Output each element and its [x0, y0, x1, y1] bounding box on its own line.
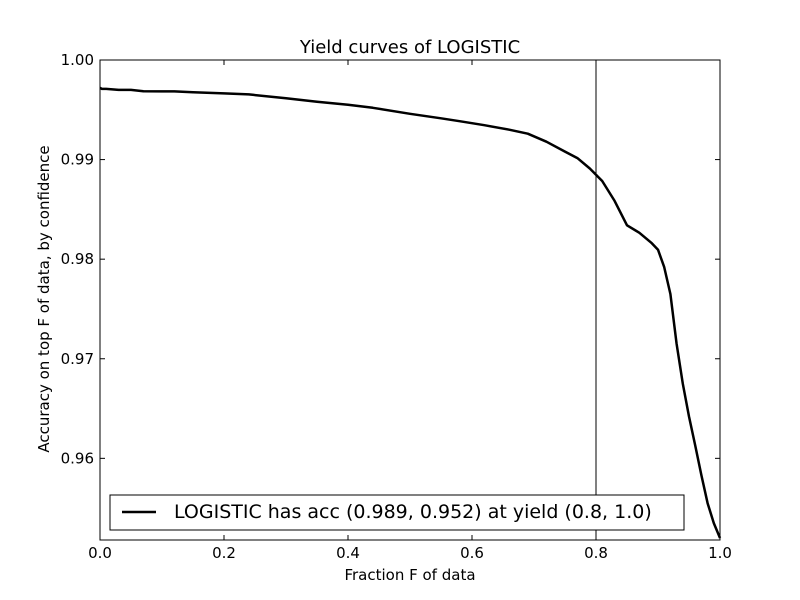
x-axis-label: Fraction F of data	[344, 566, 475, 584]
series-line-logistic	[99, 86, 722, 539]
chart-title: Yield curves of LOGISTIC	[299, 37, 520, 58]
x-tick-label: 0.2	[212, 544, 236, 562]
x-tick-label: 0.0	[88, 544, 112, 562]
y-tick-label: 0.96	[61, 449, 94, 467]
y-tick-label: 0.98	[61, 250, 94, 268]
y-tick-label: 0.97	[61, 350, 94, 368]
y-tick-label: 1.00	[61, 51, 94, 69]
y-axis-label: Accuracy on top F of data, by confidence	[35, 145, 53, 452]
plot-frame	[99, 59, 721, 541]
x-tick-label: 0.4	[336, 544, 360, 562]
y-tick-label: 0.99	[61, 151, 94, 169]
x-tick-label: 0.8	[584, 544, 608, 562]
x-tick-label: 1.0	[708, 544, 732, 562]
plot-area: 0.0 0.2 0.4 0.6 0.8 1.0 0.96 0.97 0.98 0.99 1.00 LO…	[61, 51, 732, 562]
x-tick-label: 0.6	[460, 544, 484, 562]
legend-box	[109, 494, 685, 531]
legend-label: LOGISTIC has acc (0.989, 0.952) at yield…	[174, 501, 652, 523]
